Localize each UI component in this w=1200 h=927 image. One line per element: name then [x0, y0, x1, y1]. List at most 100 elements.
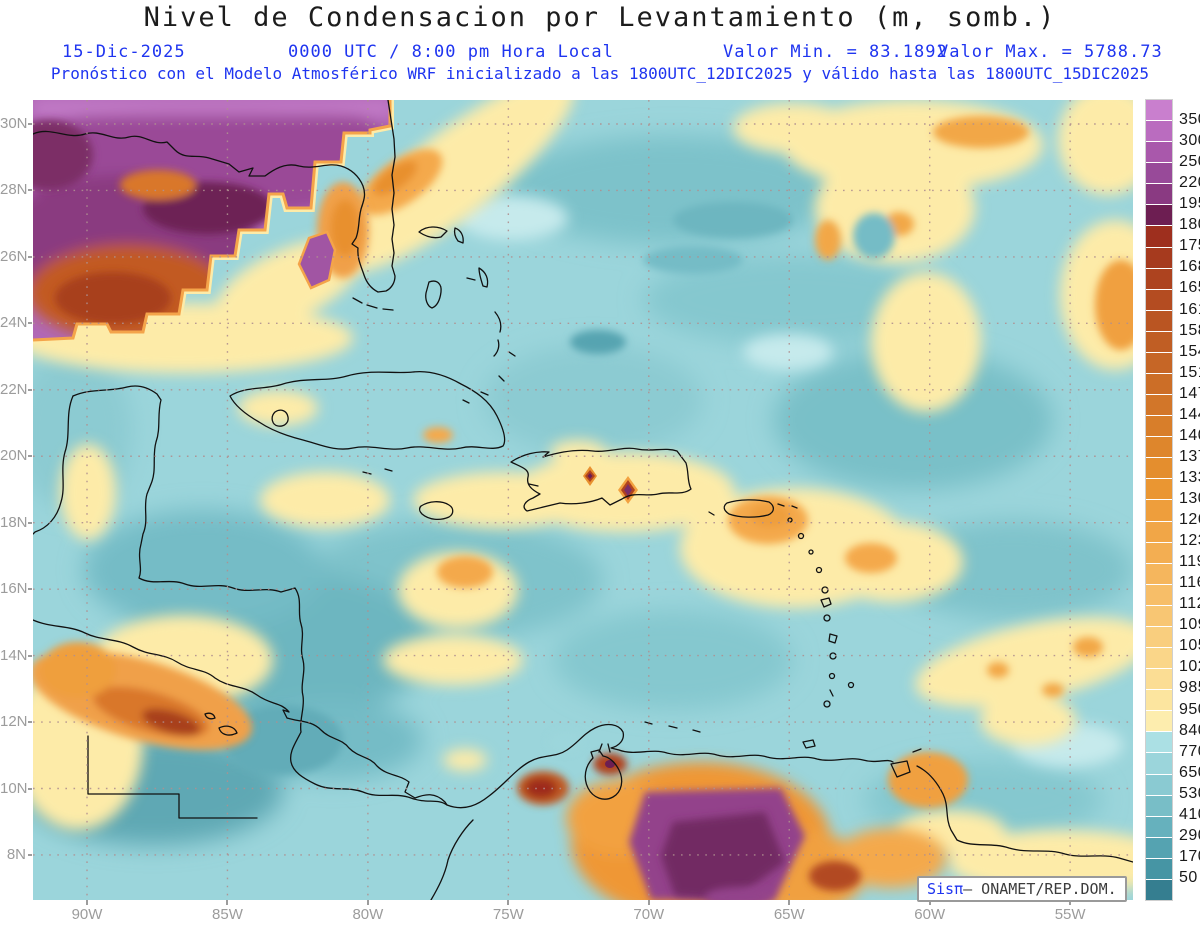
lat-tick: [28, 322, 32, 325]
colorbar-level-label: 1335: [1179, 468, 1200, 486]
longitude-axis: 90W 85W 80W 75W 70W 65W 60W 55W: [33, 900, 1133, 927]
lat-tick: [28, 787, 32, 790]
colorbar-segment: [1146, 184, 1172, 205]
lat-tick: [28, 588, 32, 591]
colorbar-level-label: 840: [1179, 721, 1200, 739]
florida-fill: [297, 182, 369, 290]
colorbar-segment: [1146, 374, 1172, 395]
lon-tick: [366, 900, 369, 905]
lat-label: 22N: [0, 380, 28, 398]
map-canvas: [33, 100, 1133, 900]
latitude-axis: 30N 28N 26N 24N 22N 20N 18N 16N 14N 12N 10N 8N: [0, 100, 33, 900]
lat-tick: [28, 189, 32, 192]
lon-label: 55W: [1054, 906, 1086, 923]
colorbar-level-label: 1055: [1179, 637, 1200, 655]
lat-tick: [28, 123, 32, 125]
colorbar-segment: [1146, 163, 1172, 184]
colorbar-segment: [1146, 648, 1172, 669]
colorbar-segment: [1146, 753, 1172, 774]
lat-label: 24N: [0, 314, 28, 332]
lat-label: 16N: [0, 580, 28, 598]
lon-label: 80W: [352, 906, 384, 923]
watermark-box: Sisπ– ONAMET/REP.DOM.: [917, 876, 1127, 902]
lat-tick: [28, 388, 32, 391]
lon-label: 75W: [492, 906, 524, 923]
colorbar-level-label: 985: [1179, 679, 1200, 697]
colorbar-segment: [1146, 142, 1172, 163]
colorbar-segment: [1146, 100, 1172, 121]
colorbar-level-label: 410: [1179, 805, 1200, 823]
watermark-logo: Sisπ: [927, 880, 964, 898]
orange-patches: [33, 116, 1133, 808]
colorbar-segment: [1146, 837, 1172, 858]
south-purple-complex: [517, 732, 946, 900]
page-title: Nivel de Condensacion por Levantamiento …: [143, 2, 1057, 33]
colorbar-level-label: 1650: [1179, 279, 1200, 297]
colorbar-segment: [1146, 247, 1172, 268]
colorbar-segment: [1146, 584, 1172, 605]
colorbar-level-label: 1405: [1179, 426, 1200, 444]
lat-tick: [28, 721, 32, 724]
colorbar-level-label: 1125: [1179, 595, 1200, 613]
lat-label: 30N: [0, 115, 28, 132]
colorbar-level-label: 1265: [1179, 511, 1200, 529]
min-value-label: Valor Min. = 83.1892: [723, 42, 948, 62]
colorbar-segment: [1146, 310, 1172, 331]
lon-label: 70W: [633, 906, 665, 923]
lat-label: 20N: [0, 447, 28, 465]
lon-label: 60W: [914, 906, 946, 923]
colorbar-segment: [1146, 858, 1172, 879]
colorbar-level-label: 1545: [1179, 342, 1200, 360]
colorbar-segment: [1146, 542, 1172, 563]
lat-tick: [28, 853, 32, 856]
colorbar-level-label: 1160: [1179, 574, 1200, 592]
colorbar-segment: [1146, 352, 1172, 374]
lat-label: 26N: [0, 247, 28, 265]
colorbar-segment: [1146, 690, 1172, 711]
forecast-time: 0000 UTC / 8:00 pm Hora Local: [288, 42, 614, 62]
colorbar-level-label: 1800: [1179, 216, 1200, 234]
lon-tick: [928, 900, 931, 905]
colorbar-level-label: 950: [1179, 700, 1200, 718]
watermark-text: – ONAMET/REP.DOM.: [963, 880, 1117, 898]
colorbar-level-label: 770: [1179, 742, 1200, 760]
colorbar-segment: [1146, 816, 1172, 837]
lon-tick: [1069, 900, 1072, 905]
lat-label: 18N: [0, 513, 28, 531]
colorbar-segment: [1146, 879, 1172, 900]
colorbar-level-label: 1370: [1179, 447, 1200, 465]
colorbar-segment: [1146, 521, 1172, 542]
colorbar-level-label: 1230: [1179, 532, 1200, 550]
colorbar-level-label: 1950: [1179, 195, 1200, 213]
colorbar-level-label: 170: [1179, 847, 1200, 865]
colorbar-segment: [1146, 121, 1172, 142]
colorbar-level-label: 1475: [1179, 384, 1200, 402]
lon-tick: [507, 900, 510, 905]
colorbar-segment: [1146, 795, 1172, 816]
colorbar-level-label: 1090: [1179, 616, 1200, 634]
colorbar-segment: [1146, 458, 1172, 479]
colorbar-segment: [1146, 563, 1172, 584]
lat-tick: [28, 455, 32, 458]
colorbar-segment: [1146, 226, 1172, 247]
lat-label: 14N: [0, 646, 28, 664]
colorbar-segment: [1146, 669, 1172, 690]
northwest-purple-wedge: [33, 100, 394, 344]
lon-tick: [647, 900, 650, 905]
lat-label: 12N: [0, 713, 28, 731]
colorbar-segment: [1146, 437, 1172, 458]
colorbar-segment: [1146, 416, 1172, 437]
yellow-regions: [33, 100, 1133, 894]
colorbar-segment: [1146, 268, 1172, 289]
lon-label: 85W: [212, 906, 243, 923]
lon-label: 65W: [773, 906, 805, 923]
gridlines: [33, 100, 1133, 900]
colorbar-level-label: 50: [1179, 868, 1198, 886]
map-area: [33, 100, 1133, 900]
colorbar-segment: [1146, 605, 1172, 626]
lat-tick: [28, 521, 32, 524]
